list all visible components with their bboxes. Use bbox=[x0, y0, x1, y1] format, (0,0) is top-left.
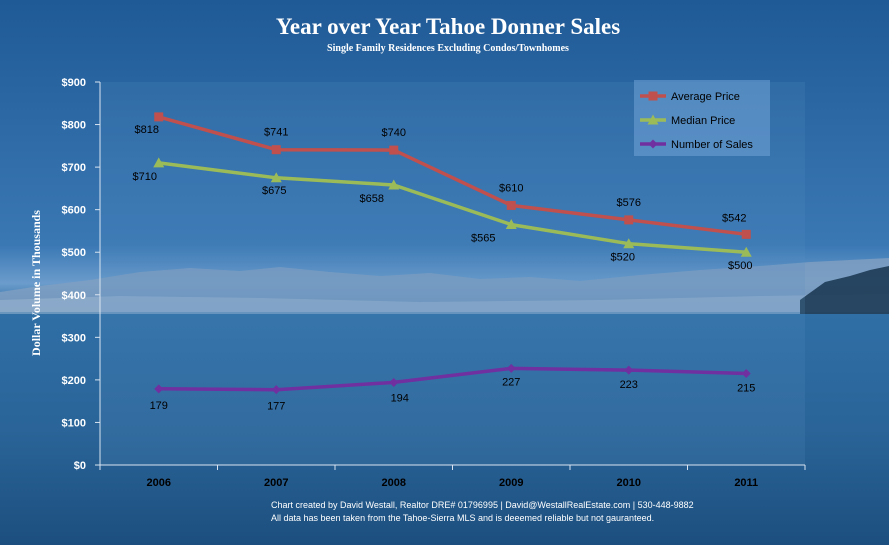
x-tick-label: 2010 bbox=[617, 477, 641, 489]
legend-marker-1 bbox=[647, 114, 659, 125]
data-labels-layer: $818 $741 $740 $610 $576 $542 $710 $675 $658 $565… bbox=[133, 124, 756, 413]
data-label: $576 bbox=[617, 197, 641, 209]
data-label: $658 bbox=[360, 193, 384, 205]
background-water bbox=[0, 314, 889, 545]
series-1-point bbox=[388, 179, 400, 190]
data-label: $740 bbox=[382, 127, 406, 139]
y-tick-label: $900 bbox=[62, 77, 86, 89]
y-tick-label: $700 bbox=[62, 162, 86, 174]
data-label: 194 bbox=[391, 392, 409, 404]
data-label: $500 bbox=[728, 260, 752, 272]
data-label: $565 bbox=[471, 233, 495, 245]
y-tick-label: $500 bbox=[62, 247, 86, 259]
background-trees bbox=[800, 266, 889, 318]
y-axis-label: Dollar Volume in Thousands bbox=[29, 210, 43, 356]
data-label: 215 bbox=[737, 383, 755, 395]
y-tick-label: $100 bbox=[62, 417, 86, 429]
series-1-point bbox=[270, 172, 282, 183]
legend-label: Median Price bbox=[671, 115, 735, 127]
legend: Average Price Median Price Number of Sales bbox=[634, 80, 770, 156]
x-tick-label: 2011 bbox=[734, 477, 758, 489]
series-0-point bbox=[271, 145, 281, 155]
series-line-0 bbox=[158, 115, 747, 237]
footer-line-1: Chart created by David Westall, Realtor … bbox=[271, 500, 694, 510]
data-label: 223 bbox=[620, 379, 638, 391]
data-label: $710 bbox=[133, 171, 157, 183]
data-label: $542 bbox=[722, 212, 746, 224]
series-2-point bbox=[741, 369, 751, 379]
series-2-point bbox=[271, 385, 281, 395]
x-tick-label: 2009 bbox=[499, 477, 523, 489]
data-label: 179 bbox=[150, 400, 168, 412]
series-0-point bbox=[389, 145, 399, 155]
series-1-point bbox=[623, 238, 635, 249]
y-tick-label: $300 bbox=[62, 332, 86, 344]
legend-label: Average Price bbox=[671, 91, 740, 103]
chart-title: Year over Year Tahoe Donner Sales bbox=[276, 14, 620, 39]
y-tick-label: $600 bbox=[62, 205, 86, 217]
series-0-point bbox=[154, 112, 164, 122]
data-label: $520 bbox=[611, 252, 635, 264]
chart-subtitle: Single Family Residences Excluding Condo… bbox=[327, 43, 569, 54]
series-2-point bbox=[389, 377, 399, 387]
series-1-point bbox=[153, 157, 165, 168]
series-2-point bbox=[624, 365, 634, 375]
data-label: 227 bbox=[502, 376, 520, 388]
series-0-point bbox=[624, 215, 634, 225]
data-label: $675 bbox=[262, 185, 286, 197]
legend-label: Number of Sales bbox=[671, 139, 753, 151]
x-tick-label: 2008 bbox=[382, 477, 406, 489]
series-2-point bbox=[154, 384, 164, 394]
series-1-point bbox=[740, 246, 752, 257]
y-tick-label: $800 bbox=[62, 120, 86, 132]
series-0-point bbox=[741, 229, 751, 239]
series-layer bbox=[153, 112, 752, 395]
plot-area bbox=[100, 82, 805, 465]
footer-line-2: All data has been taken from the Tahoe-S… bbox=[271, 513, 654, 523]
legend-marker-0 bbox=[648, 91, 658, 101]
series-0-point bbox=[506, 200, 516, 210]
x-tick-label: 2006 bbox=[147, 477, 171, 489]
x-tick-label: 2007 bbox=[264, 477, 288, 489]
series-line-2 bbox=[158, 366, 747, 392]
legend-marker-2 bbox=[648, 139, 658, 149]
series-1-point bbox=[505, 219, 517, 230]
data-label: 177 bbox=[267, 401, 285, 413]
data-label: $741 bbox=[264, 127, 288, 139]
background-shoreline bbox=[0, 294, 889, 314]
y-tick-label: $200 bbox=[62, 375, 86, 387]
data-label: $818 bbox=[135, 124, 159, 136]
series-2-point bbox=[506, 363, 516, 373]
axes: $0 $100 $200 $300 $400 $500 $600 $700 $800 $900 20… bbox=[62, 77, 806, 489]
series-line-1 bbox=[158, 161, 747, 254]
y-tick-label: $0 bbox=[74, 460, 86, 472]
y-tick-label: $400 bbox=[62, 290, 86, 302]
data-label: $610 bbox=[499, 182, 523, 194]
